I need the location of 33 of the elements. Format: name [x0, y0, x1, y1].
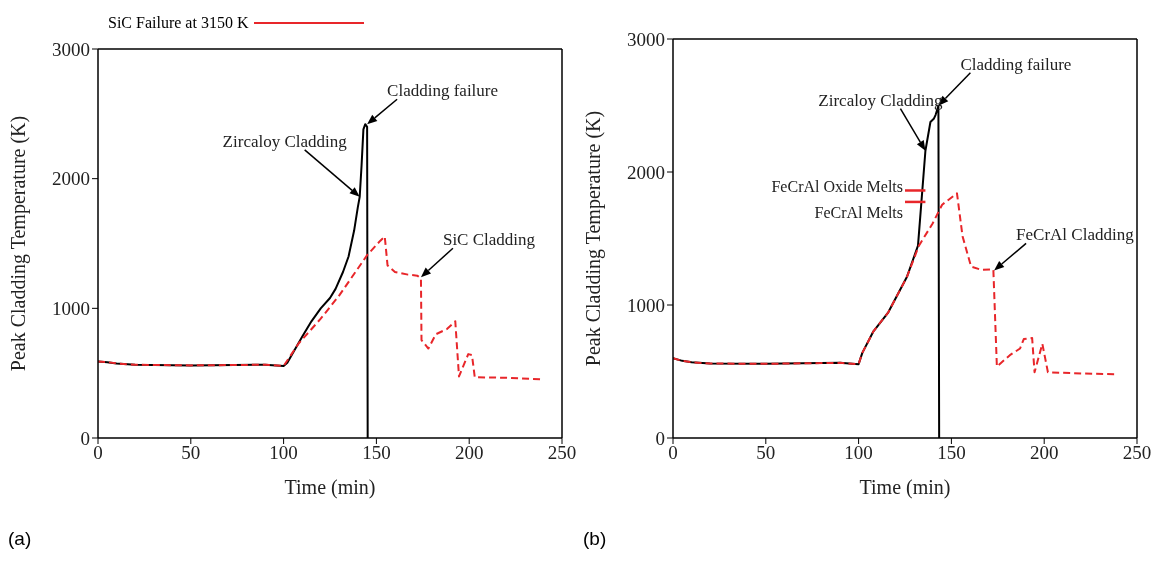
y-tick-label: 0 [655, 427, 665, 449]
x-tick-label: 150 [362, 442, 391, 464]
x-tick-label: 250 [1122, 442, 1152, 464]
x-axis-title: Time (min) [284, 476, 376, 499]
y-tick-label: 1000 [52, 298, 90, 320]
y-axis-title: Peak Cladding Temperature (K) [582, 110, 606, 367]
annotation: Zircaloy Cladding [222, 131, 348, 151]
y-tick-label: 0 [80, 427, 90, 449]
y-axis-title: Peak Cladding Temperature (K) [7, 115, 31, 372]
ref-line-label: FeCrAl Melts [814, 203, 903, 221]
x-tick-label: 100 [844, 442, 873, 464]
x-tick-label: 250 [547, 442, 577, 464]
y-tick-label: 3000 [52, 38, 90, 60]
x-tick-label: 50 [756, 442, 776, 464]
x-tick-label: 150 [937, 442, 966, 464]
y-tick-label: 3000 [627, 28, 665, 50]
text: (b) [583, 528, 607, 550]
x-tick-label: 50 [181, 442, 201, 464]
annotation: FeCrAl Cladding [1016, 225, 1135, 245]
annotation: SiC Cladding [442, 230, 536, 250]
annotation: Cladding failure [387, 81, 499, 101]
ref-line-label: FeCrAl Oxide Melts [771, 178, 903, 196]
y-tick-label: 2000 [52, 168, 90, 190]
x-axis-title: Time (min) [859, 476, 951, 499]
annotation: Cladding failure [960, 54, 1072, 74]
x-tick-label: 100 [269, 442, 298, 464]
y-tick-label: 1000 [627, 294, 665, 316]
annotation: Zircaloy Cladding [818, 90, 943, 110]
text: SiC Failure at 3150 K [108, 14, 249, 32]
y-tick-label: 2000 [627, 161, 665, 183]
x-tick-label: 200 [1029, 442, 1059, 464]
text: (a) [8, 528, 32, 550]
x-tick-label: 200 [454, 442, 484, 464]
